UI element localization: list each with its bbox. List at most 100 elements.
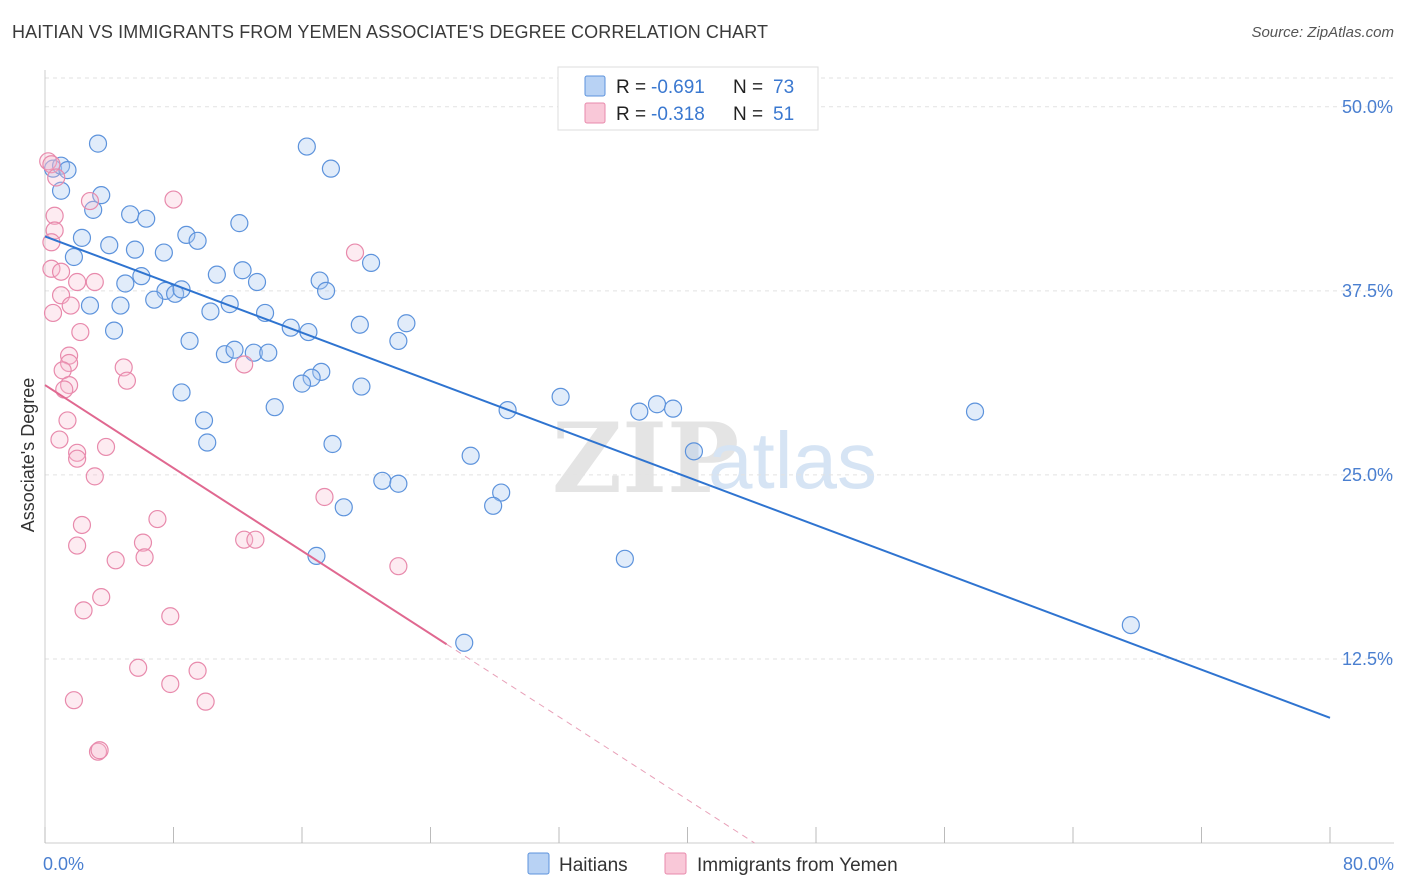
yemen-point (188, 661, 207, 680)
watermark-atlas: atlas (708, 416, 877, 505)
haitians-point (104, 321, 124, 340)
haitians-point (630, 402, 649, 421)
yemen-point (85, 272, 104, 292)
y-tick-label: 37.5% (1342, 281, 1393, 301)
haitians-point (207, 265, 226, 284)
legend-swatch-haitians (584, 75, 606, 97)
haitians-point (172, 383, 191, 402)
haitians-point (233, 261, 252, 280)
yemen-point (68, 536, 87, 555)
yemen-trend-line (44, 384, 448, 646)
haitians-point (389, 331, 408, 351)
haitians-point (684, 442, 704, 461)
yemen-point (74, 601, 93, 620)
haitians-point (492, 483, 511, 502)
series-haitians (43, 134, 1140, 652)
haitians-point (292, 374, 312, 393)
y-axis-label: Associate's Degree (18, 378, 38, 533)
haitians-point (230, 214, 249, 233)
haitians-point (302, 368, 321, 387)
haitians-point (397, 314, 416, 333)
haitians-point (247, 272, 267, 292)
haitians-point (297, 137, 316, 156)
legend: R = -0.691 N = 73 R = -0.318 N = 51 (557, 66, 819, 131)
legend-r-label-haitians: R = (616, 77, 646, 98)
chart-title: HAITIAN VS IMMIGRANTS FROM YEMEN ASSOCIA… (12, 22, 769, 42)
haitians-point (551, 387, 570, 406)
haitians-point (145, 290, 164, 309)
yemen-point (71, 322, 90, 342)
bottom-legend-swatch-haitians (527, 852, 550, 875)
yemen-point (196, 692, 215, 711)
bottom-legend-swatch-yemen (664, 852, 687, 875)
haitians-point (177, 225, 196, 245)
y-tick-label: 50.0% (1342, 97, 1393, 117)
haitians-point (198, 433, 217, 452)
yemen-point (345, 243, 365, 262)
yemen-point (246, 530, 265, 549)
x-tick-label-max: 80.0% (1343, 854, 1394, 874)
legend-r-value-yemen: -0.318 (651, 104, 705, 125)
yemen-point (106, 551, 125, 570)
yemen-point (50, 430, 69, 449)
haitians-point (259, 343, 278, 362)
haitians-point (72, 228, 92, 247)
yemen-point (92, 588, 111, 607)
yemen-point (61, 296, 80, 315)
haitians-point (215, 345, 234, 364)
legend-n-label-haitians: N = (733, 77, 763, 98)
yemen-point (51, 262, 71, 281)
watermark: ZIP atlas (552, 402, 877, 515)
haitians-point (125, 240, 145, 259)
haitians-point (965, 402, 985, 421)
legend-n-value-yemen: 51 (773, 104, 794, 125)
haitians-point (121, 205, 140, 224)
haitians-point (220, 295, 239, 314)
haitians-point (80, 296, 100, 315)
yemen-point (135, 548, 154, 567)
haitians-point (154, 243, 173, 262)
haitians-point (647, 395, 667, 414)
bottom-legend-yemen: Immigrants from Yemen (697, 855, 898, 876)
haitians-point (116, 274, 135, 293)
haitians-point (88, 134, 108, 153)
haitians-point (484, 496, 503, 515)
haitians-point (615, 549, 634, 568)
haitians-point (361, 253, 381, 272)
haitians-point (58, 161, 77, 180)
yemen-point (58, 411, 77, 430)
yemen-point (148, 509, 167, 529)
haitians-point (244, 343, 263, 362)
yemen-point (161, 607, 180, 626)
yemen-point (235, 355, 254, 374)
legend-n-label-yemen: N = (733, 104, 763, 125)
haitians-point (323, 434, 342, 454)
yemen-point (59, 353, 79, 373)
yemen-point (68, 449, 87, 468)
trend-lines (44, 235, 1331, 844)
haitians-point (461, 446, 480, 465)
x-tick-label-min: 0.0% (43, 854, 84, 874)
yemen-point (133, 533, 153, 552)
haitians-point (137, 209, 156, 228)
y-tick-label: 25.0% (1342, 465, 1393, 485)
yemen-point (47, 168, 66, 187)
haitians-point (389, 474, 408, 493)
legend-r-value-haitians: -0.691 (651, 77, 705, 98)
haitians-point (100, 236, 119, 255)
y-tick-labels: 12.5% 25.0% 37.5% 50.0% (1342, 97, 1393, 669)
yemen-point (43, 303, 63, 323)
yemen-point (389, 557, 408, 576)
y-tick-label: 12.5% (1342, 649, 1393, 669)
yemen-point (55, 380, 74, 399)
source-credit: Source: ZipAtlas.com (1251, 24, 1394, 41)
haitians-point (350, 315, 369, 334)
yemen-point (45, 206, 64, 225)
haitians-point (455, 633, 474, 652)
haitians-point (92, 186, 111, 205)
axes (44, 70, 1394, 844)
haitians-trend-line (44, 235, 1331, 719)
x-tick-labels: 0.0% 80.0% (43, 854, 1394, 874)
haitians-point (180, 331, 199, 351)
haitians-point (373, 471, 392, 490)
